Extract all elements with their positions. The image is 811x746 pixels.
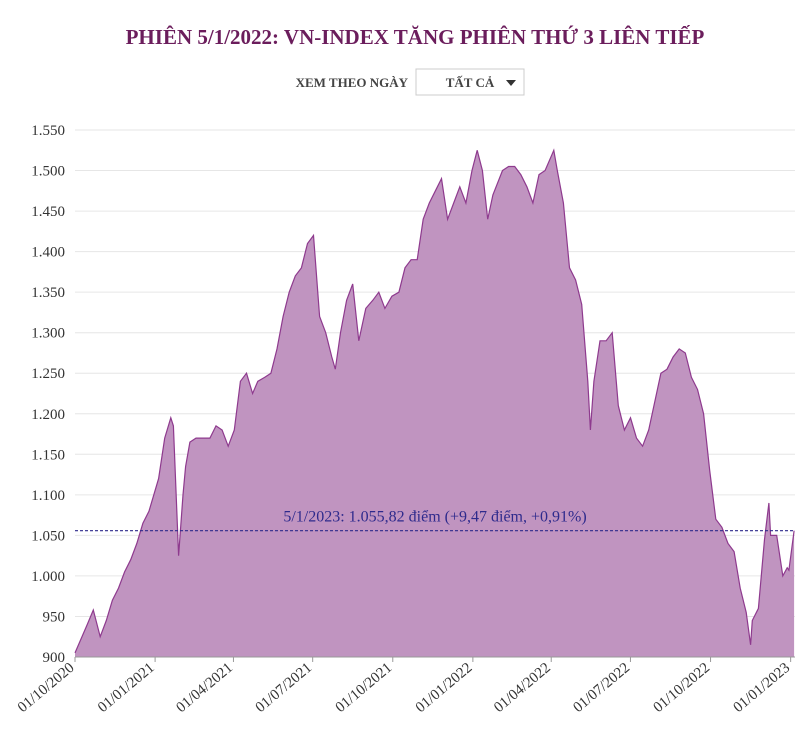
y-tick-label: 1.050 — [31, 528, 65, 544]
filter-label: XEM THEO NGÀY — [296, 75, 409, 90]
x-tick-label: 01/07/2021 — [253, 660, 316, 716]
x-tick-label: 01/10/2020 — [15, 660, 78, 716]
y-tick-label: 1.200 — [31, 407, 65, 423]
y-tick-label: 1.000 — [31, 569, 65, 585]
dropdown-value[interactable]: TẤT CẢ — [446, 75, 495, 90]
dropdown-box[interactable] — [415, 68, 525, 96]
y-tick-label: 1.150 — [31, 447, 65, 463]
reference-label: 5/1/2023: 1.055,82 điểm (+9,47 điểm, +0,… — [283, 509, 586, 526]
x-tick-label: 01/10/2022 — [650, 660, 713, 716]
x-tick-label: 01/01/2023 — [731, 660, 794, 716]
y-tick-label: 950 — [43, 609, 66, 625]
y-tick-label: 1.250 — [31, 366, 65, 382]
x-tick-label: 01/04/2021 — [173, 660, 236, 716]
area — [75, 150, 795, 658]
x-tick-label: 01/01/2022 — [413, 660, 476, 716]
y-tick-label: 1.300 — [31, 326, 65, 342]
y-tick-label: 1.400 — [31, 245, 65, 261]
line — [74, 148, 795, 654]
y-tick-label: 1.500 — [31, 164, 65, 180]
y-tick-label: 1.100 — [31, 488, 65, 504]
chart-title: PHIÊN 5/1/2022: VN-INDEX TĂNG PHIÊN THỨ … — [126, 25, 705, 49]
x-tick-label: 01/04/2022 — [491, 660, 554, 716]
x-tick-label: 01/01/2021 — [95, 660, 158, 716]
y-tick-label: 1.350 — [31, 285, 65, 301]
dropdown-arrow[interactable] — [506, 80, 516, 86]
y-tick-label: 1.450 — [31, 204, 65, 220]
x-tick-label: 01/10/2021 — [333, 660, 396, 716]
y-tick-label: 900 — [43, 650, 66, 666]
dropdown[interactable]: TẤT CẢ — [415, 68, 525, 96]
x-tick-label: 01/07/2022 — [570, 660, 633, 716]
y-tick-label: 1.550 — [31, 123, 65, 139]
